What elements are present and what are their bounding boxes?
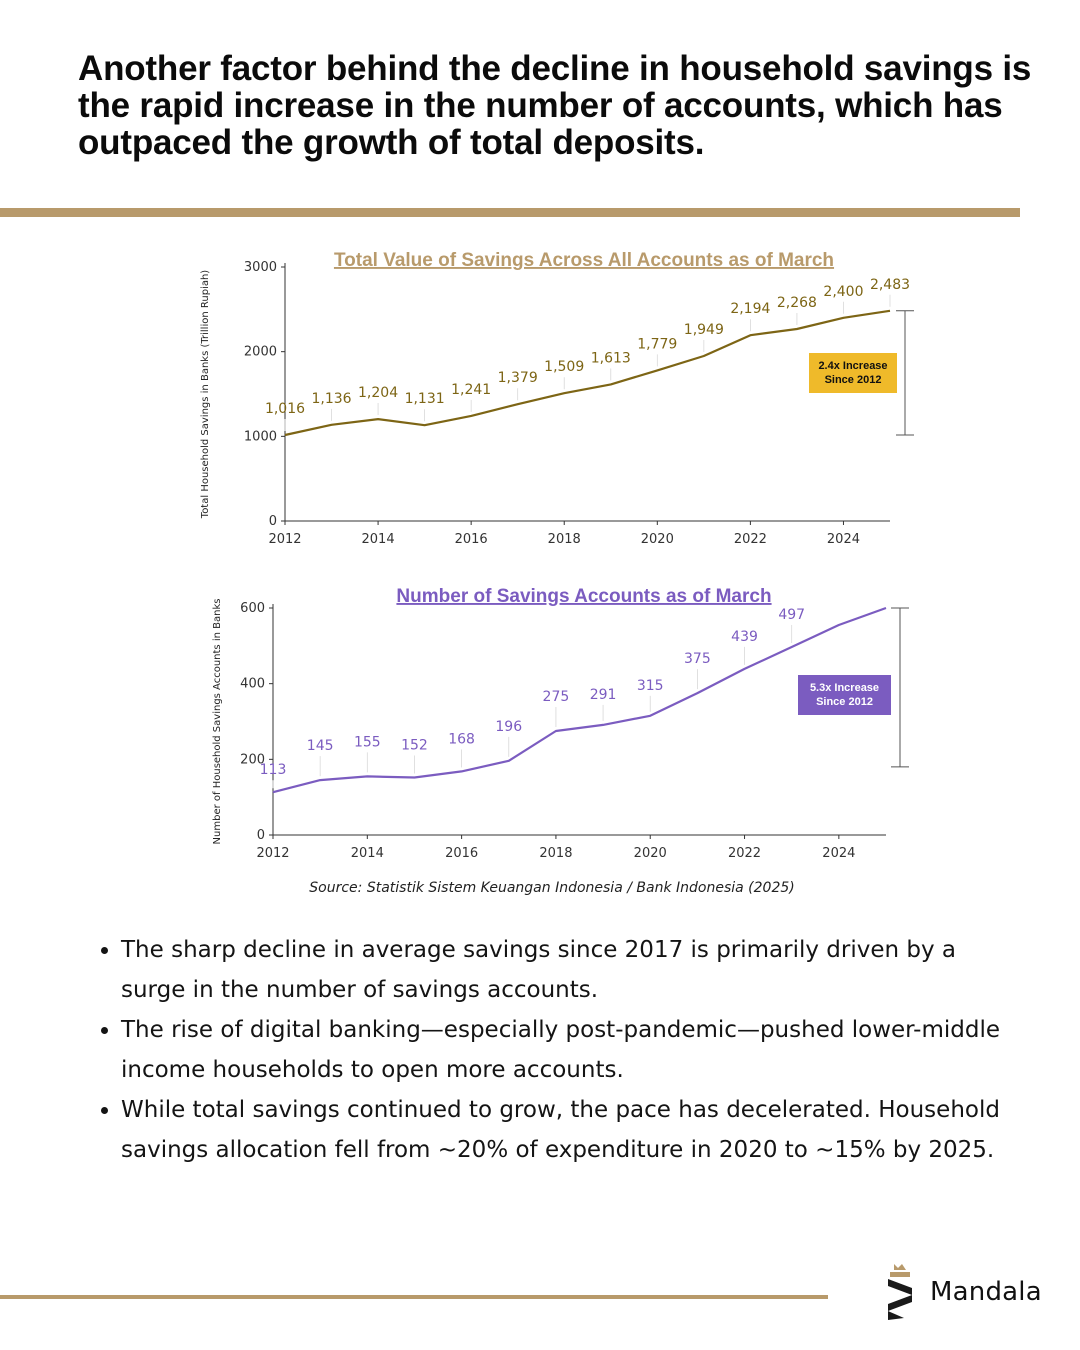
bullet-item: The sharp decline in average savings sin… xyxy=(121,930,1021,1010)
y-tick-label: 2000 xyxy=(244,345,277,360)
y-axis-label: Number of Household Savings Accounts in … xyxy=(212,599,223,845)
annotation-badge xyxy=(809,353,897,393)
y-tick-label: 1000 xyxy=(244,429,277,444)
data-label: 1,949 xyxy=(684,322,724,338)
mandala-logo-icon xyxy=(888,1264,912,1320)
annotation-badge-line2: Since 2012 xyxy=(825,374,882,386)
data-label: 1,509 xyxy=(544,359,584,375)
x-tick-label: 2020 xyxy=(641,532,674,547)
annotation-badge xyxy=(798,675,891,715)
data-label: 1,779 xyxy=(637,336,677,352)
x-tick-label: 2014 xyxy=(362,532,395,547)
y-tick-label: 0 xyxy=(257,828,265,843)
chart-title: Number of Savings Accounts as of March xyxy=(396,586,771,607)
y-tick-label: 600 xyxy=(240,601,265,616)
annotation-badge-line1: 2.4x Increase xyxy=(818,360,887,372)
data-label: 1,379 xyxy=(498,370,538,386)
y-axis-label: Total Household Savings in Banks (Trilli… xyxy=(200,270,211,520)
headline: Another factor behind the decline in hou… xyxy=(78,49,1032,162)
data-label: 1,613 xyxy=(591,350,631,366)
x-tick-label: 2014 xyxy=(351,846,384,861)
annotation-badge-line2: Since 2012 xyxy=(816,696,873,708)
bottom-divider xyxy=(0,1295,828,1299)
data-label: 1,241 xyxy=(451,382,491,398)
data-label: 1,204 xyxy=(358,385,398,401)
data-label: 152 xyxy=(401,737,428,753)
brand-name: Mandala xyxy=(930,1277,1042,1307)
data-label: 2,483 xyxy=(870,277,910,293)
data-label: 439 xyxy=(731,629,758,645)
x-tick-label: 2022 xyxy=(728,846,761,861)
data-label: 1,136 xyxy=(311,391,351,407)
series-line xyxy=(284,309,891,437)
savings-value-chart: Total Value of Savings Across All Accoun… xyxy=(200,250,914,547)
data-label: 155 xyxy=(354,734,381,750)
data-label: 1,131 xyxy=(405,391,445,407)
x-tick-label: 2020 xyxy=(634,846,667,861)
x-tick-label: 2024 xyxy=(827,532,860,547)
top-divider xyxy=(0,208,1020,217)
data-label: 168 xyxy=(448,731,475,747)
data-label: 113 xyxy=(260,762,287,778)
data-label: 1,016 xyxy=(265,401,305,417)
x-tick-label: 2018 xyxy=(548,532,581,547)
data-label: 2,194 xyxy=(730,301,770,317)
annotation-badge-line1: 5.3x Increase xyxy=(810,682,879,694)
x-tick-label: 2018 xyxy=(539,846,572,861)
y-tick-label: 400 xyxy=(240,677,265,692)
y-tick-label: 3000 xyxy=(244,260,277,275)
x-tick-label: 2012 xyxy=(256,846,289,861)
x-tick-label: 2016 xyxy=(445,846,478,861)
data-label: 2,268 xyxy=(777,295,817,311)
series-line xyxy=(272,606,887,794)
source-note: Source: Statistik Sistem Keuangan Indone… xyxy=(309,880,795,896)
x-tick-label: 2012 xyxy=(268,532,301,547)
x-tick-label: 2022 xyxy=(734,532,767,547)
chart-title: Total Value of Savings Across All Accoun… xyxy=(334,250,834,271)
data-label: 291 xyxy=(590,687,617,703)
data-label: 196 xyxy=(495,719,522,735)
x-tick-label: 2016 xyxy=(455,532,488,547)
bullet-item: The rise of digital banking—especially p… xyxy=(121,1010,1021,1090)
y-tick-label: 200 xyxy=(240,752,265,767)
bullet-list: The sharp decline in average savings sin… xyxy=(95,930,1021,1170)
data-label: 145 xyxy=(307,738,334,754)
data-label: 275 xyxy=(543,689,570,705)
bullet-item: While total savings continued to grow, t… xyxy=(121,1090,1021,1170)
data-label: 315 xyxy=(637,678,664,694)
brand-logo: Mandala xyxy=(884,1262,1044,1322)
data-label: 375 xyxy=(684,651,711,667)
data-label: 497 xyxy=(778,607,805,623)
x-tick-label: 2024 xyxy=(822,846,855,861)
y-tick-label: 0 xyxy=(269,514,277,529)
data-label: 2,400 xyxy=(823,284,863,300)
savings-accounts-chart: Number of Savings Accounts as of March Nu… xyxy=(212,586,909,861)
